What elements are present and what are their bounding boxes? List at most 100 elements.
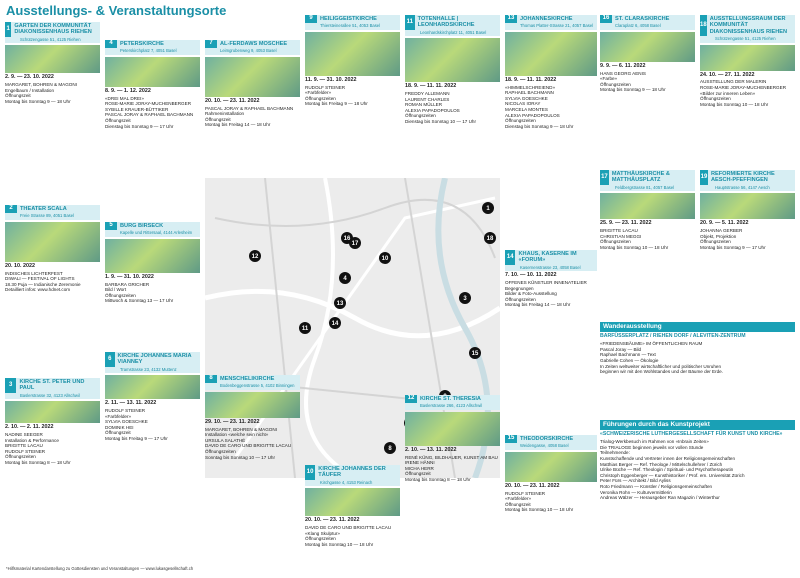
venue-text: «Farbe» [600,76,618,82]
venue-dates: 18. 9. — 11. 11. 2022 [405,83,457,90]
venue-text: HANS GEORG AENIS [600,70,646,76]
venue-card: 8 Menschelikirche Bodenbeggenstrasse 5, 41… [205,375,300,460]
venue-text: ALEXIA PAPADOPOULOS [405,107,460,113]
venue-photo [505,452,597,482]
venue-text: Öffnungszeit [405,471,431,477]
venue-text: Öffnungszeiten [405,113,436,119]
venue-dates: 11. 9. — 31. 10. 2022 [305,77,357,83]
venue-address: Kapelle und Rittersaal, 4144 Arlesheim [105,230,200,237]
venue-text: AUSSTELLUNG DER MALERIN [700,79,767,85]
venue-address: Tramstrasse 23, 4132 Muttenz [105,366,200,374]
marker-dot [299,322,311,334]
venue-text: LAURENT CHARLES [405,96,450,102]
venue-address: Leonhardskirchplatz 11, 4051 Basel [405,29,500,37]
venue-text: Öffnungszeiten [505,296,536,302]
venue-name: Ausstellungsraum der Kommunität Diakonis… [709,16,788,35]
block-text: Roto Friedmann — Künstler / Religionsgem… [600,483,713,489]
venue-text: Montag bis Freitag 9 — 17 Uhr [105,435,168,441]
venue-number: 8 [205,375,217,384]
venue-number: 10 [305,465,316,480]
venue-text: RENÉ KÜNG, BILDHAUER, KUNST AM BAU [405,454,498,460]
venue-name: Khaus, Kaserne im «Forum» [518,251,577,264]
marker-number: 8 [388,446,392,452]
venue-text: MARGARET, BOHREN & MAGONI [5,82,77,87]
venue-name: Matthäuskirche & Matthäusplatz [611,171,670,184]
venue-photo [205,57,300,97]
block-text: Andreas Wälzer — Herausgeber Ran Magazin… [600,495,720,501]
venue-text: Montag bis Sonntag 8 — 18 Uhr [405,476,471,482]
venue-text: Montag bis Freitag 14 — 18 Uhr [505,302,571,308]
venue-name: Theater Scala [20,206,67,212]
venue-photo [105,375,200,400]
venue-address: Kirchgasse 4, 4153 Reinach [305,479,400,487]
venue-card: 3 Kirche St. Peter und Paul Baslerstrasse … [5,378,100,466]
venue-card: 15 Theodorskirche Weidengasse, 4058 Basel 2… [505,435,597,513]
venue-name: Garten der Kommunität Diakonissenhaus Ri… [14,23,92,36]
venue-dates: 20. 10. — 23. 11. 2022 [305,517,360,524]
venue-card: 12 Kirche St. Theresia Baslerstrasse 266, … [405,395,500,483]
marker-dot [334,297,346,309]
block-text: Raphael Bachmann — Text [600,352,656,358]
venue-text: Montag bis Sonntag 10 — 18 Uhr [305,541,374,547]
venue-photo [600,193,695,220]
venue-name: Menschelikirche [220,376,275,382]
venue-card: 6 Kirche Johannes Maria Vianney Tramstrass… [105,352,200,442]
venue-text: Montag bis Sonntag 9 — 18 Uhr [600,87,666,93]
marker-number: 17 [352,241,359,247]
venue-text: Öffnungszeiten [600,81,631,87]
venue-text: ALEXIA PAPADOPOULOS [505,112,560,118]
marker-number: 14 [332,321,339,327]
marker-number: 11 [302,326,309,332]
venue-header: 2 Theater Scala [5,205,100,214]
venue-photo [105,57,200,87]
venue-number: 6 [105,352,115,367]
block-text: Veronika Rohn — Kulturvermittlerin [600,489,672,495]
venue-text: Begegnungen [505,285,534,291]
venue-text: Öffnungszeit [105,430,131,436]
venue-address: Kasernenstrasse 23, 4058 Basel [505,264,597,272]
venue-text: Montag bis Freitag 14 — 18 Uhr [205,122,271,128]
venue-photo [205,392,300,418]
marker-number: 13 [337,301,344,307]
venue-text: RUDOLF STEINER [505,490,546,496]
venue-header: 18 Ausstellungsraum der Kommunität Diakon… [700,15,795,37]
venue-text: Öffnungszeiten [5,454,36,460]
venue-text: DOMINIK HEI [105,424,134,430]
map-marker: 14 [329,317,341,329]
venue-address: Thomas Platter-Strasse 21, 4057 Basel [505,23,597,30]
block-text: Kunstschaffende und Vertreter innen der … [600,455,736,461]
venue-address: Bodenbeggenstrasse 5, 4102 Binningen [205,383,300,390]
venue-address: Peterskirchplatz 7, 4051 Basel [105,48,200,55]
block-title: Führungen durch das Kunstprojekt [600,420,795,430]
venue-header: 12 Kirche St. Theresia [405,395,500,404]
venue-text: DAVID DE CARO UND BRIGITTE LACAU [305,525,392,530]
venue-text: «Farbfelder» [305,90,332,96]
venue-dates: 2. 11. — 13. 11. 2022 [105,400,157,407]
venue-text: Öffnungszeit [505,501,531,507]
venue-photo [5,401,100,424]
venue-text: Sonntag bis Sonntag 10 — 17 Uhr [205,454,275,460]
info-block: Führungen durch das Kunstprojekt «SCHWEIZ… [600,420,795,501]
marker-number: 3 [463,296,467,302]
block-subtitle: BARFÜSSERPLATZ / RIEHEN DORF / ALEVITEN-… [600,332,746,339]
marker-dot [459,292,471,304]
venue-text: Montag bis Sonntag 10 — 18 Uhr [505,507,574,513]
venue-dates: 9. 9. — 6. 11. 2022 [600,63,646,69]
venue-card: 16 St. Claraskirche Claraplatz 6, 4058 Bas… [600,15,695,93]
marker-number: 4 [343,276,347,282]
venue-number: 18 [700,15,707,37]
venue-card: 1 Garten der Kommunität Diakonissenhaus R… [5,22,100,104]
venue-text: Rahmeninstallation [205,111,245,117]
venue-text: Montag bis Sonntag 8 — 18 Uhr [5,459,71,465]
venue-name: St. Claraskirche [615,16,670,22]
block-text: Ulrike Büche — Ref. Theologin / Spiritua… [600,467,734,473]
venue-text: Öffnungszeiten [505,118,536,124]
venue-address: Claraplatz 6, 4058 Basel [600,23,695,30]
block-text: Peter Fürs — Architekt / Bild Ayliss [600,478,671,484]
venue-card: 4 Peterskirche Peterskirchplatz 7, 4051 Ba… [105,40,200,129]
venue-card: 18 Ausstellungsraum der Kommunität Diakon… [700,15,795,107]
venue-card: 5 Burg Birseck Kapelle und Rittersaal, 414… [105,222,200,304]
venue-name: Theodorskirche [520,436,574,442]
venue-name: Peterskirche [120,41,164,47]
venue-text: «DREI MAL DREI» [105,95,144,101]
